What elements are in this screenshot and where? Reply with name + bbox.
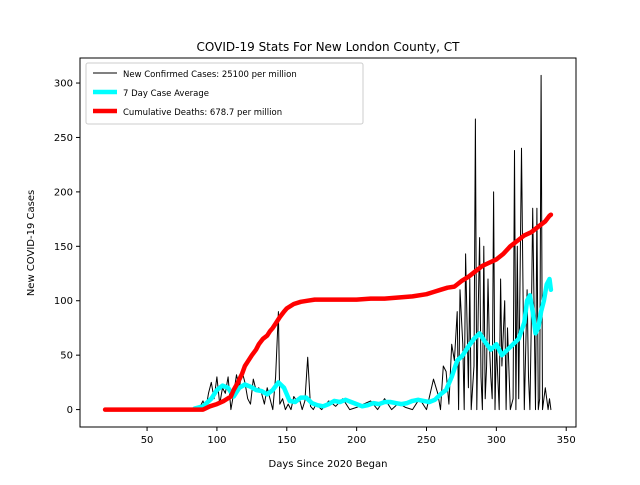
series-line-cumulative-deaths bbox=[102, 212, 554, 412]
legend-label-deaths: Cumulative Deaths: 678.7 per million bbox=[123, 108, 282, 118]
x-tick-label: 300 bbox=[487, 435, 506, 446]
x-tick-label: 50 bbox=[141, 435, 154, 446]
plot-area bbox=[102, 74, 554, 412]
chart-title: COVID-19 Stats For New London County, CT bbox=[197, 40, 461, 54]
y-tick-label: 50 bbox=[60, 351, 73, 362]
y-axis: 0 50 100 150 200 250 300 bbox=[54, 79, 80, 416]
legend-label-daily: New Confirmed Cases: 25100 per million bbox=[123, 70, 297, 80]
y-tick-label: 0 bbox=[67, 405, 73, 416]
x-tick-label: 150 bbox=[277, 435, 296, 446]
x-tick-label: 200 bbox=[347, 435, 366, 446]
series-line-daily-cases bbox=[104, 74, 552, 411]
legend: New Confirmed Cases: 25100 per million 7… bbox=[85, 62, 364, 125]
x-axis: 50 100 150 200 250 300 350 bbox=[141, 427, 576, 446]
x-axis-label: Days Since 2020 Began bbox=[269, 459, 388, 470]
y-tick-label: 200 bbox=[54, 187, 73, 198]
x-tick-label: 100 bbox=[207, 435, 226, 446]
x-tick-label: 250 bbox=[417, 435, 436, 446]
y-axis-label: New COVID-19 Cases bbox=[26, 190, 37, 296]
legend-label-avg: 7 Day Case Average bbox=[123, 89, 209, 99]
x-tick-label: 350 bbox=[557, 435, 576, 446]
series-line-avg-cases bbox=[192, 276, 554, 411]
y-tick-label: 100 bbox=[54, 296, 73, 307]
y-tick-label: 250 bbox=[54, 133, 73, 144]
y-tick-label: 300 bbox=[54, 79, 73, 90]
axes-frame bbox=[79, 57, 577, 428]
legend-box bbox=[85, 62, 364, 125]
y-tick-label: 150 bbox=[54, 242, 73, 253]
